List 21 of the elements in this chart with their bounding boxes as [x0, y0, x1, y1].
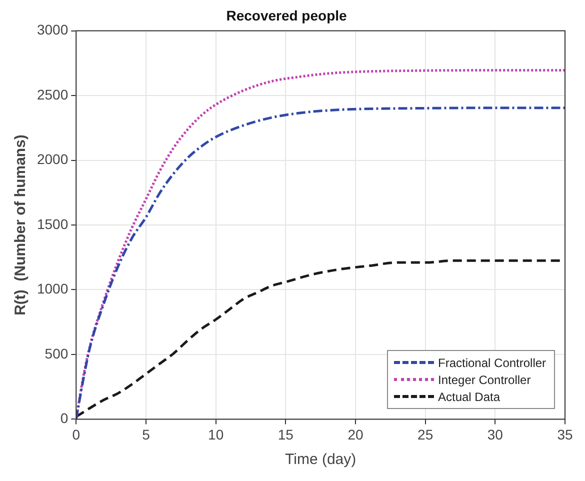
x-tick-label: 25 [418, 426, 434, 442]
y-tick-label: 1500 [36, 216, 68, 232]
legend-label: Actual Data [438, 390, 500, 404]
x-tick-label: 30 [487, 426, 504, 442]
y-tick-label: 0 [60, 410, 68, 426]
y-tick-label: 3000 [36, 22, 68, 38]
x-tick-label: 35 [557, 426, 573, 442]
y-axis-title: R(t) (Number of humans) [12, 134, 30, 316]
x-tick-label: 5 [142, 426, 150, 442]
x-tick-label: 20 [348, 426, 364, 442]
legend-label: Integer Controller [438, 372, 531, 387]
x-tick-label: 15 [278, 426, 294, 442]
x-tick-label: 0 [72, 426, 80, 442]
chart-title: Recovered people [226, 7, 348, 24]
y-tick-label: 1000 [36, 280, 68, 297]
x-axis-title: Time (day) [285, 451, 356, 468]
x-tick-label: 10 [208, 426, 224, 442]
legend-label: Fractional Controller [438, 356, 546, 370]
y-tick-label: 2000 [36, 151, 68, 168]
y-tick-label: 500 [44, 345, 68, 362]
y-tick-label: 2500 [36, 86, 68, 102]
